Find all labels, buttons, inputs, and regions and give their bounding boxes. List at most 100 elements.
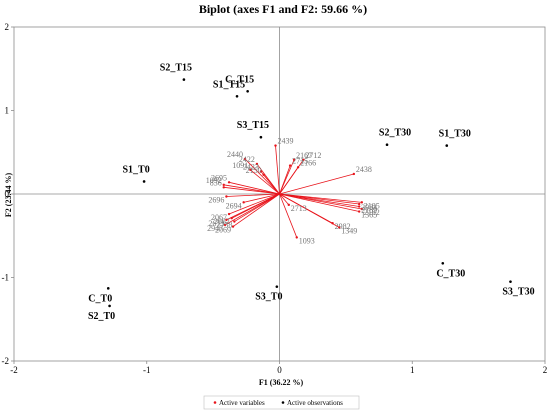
variable-label: 2673 (208, 219, 224, 228)
x-tick-label: -2 (10, 365, 18, 375)
variable-label: 2712 (305, 151, 321, 160)
variable-label: 2715 (292, 157, 308, 166)
variable-vector (244, 158, 280, 195)
variable-label: 836 (210, 178, 222, 187)
observation-label: S1_T30 (439, 129, 471, 140)
y-tick-label: -1 (2, 273, 10, 283)
variable-vector (226, 193, 280, 221)
variable-vector-tip (274, 144, 277, 147)
variable-vector-tip (295, 236, 298, 239)
variable-label: 2067 (211, 213, 227, 222)
variable-label: 2982 (335, 222, 351, 231)
observation-point (235, 95, 239, 98)
variable-label: 1092 (206, 176, 222, 185)
variable-label: 2947 (207, 224, 223, 233)
observation-label: C_T15 (225, 74, 254, 85)
variable-vector (223, 184, 280, 195)
variable-vector-tip (287, 203, 290, 207)
variable-label: 2422 (239, 155, 255, 164)
x-tick-label: 2 (543, 365, 548, 375)
observation-point (259, 135, 263, 139)
observation-label: S3_T0 (255, 292, 282, 303)
variable-label: 2440 (227, 150, 243, 159)
observation-point (108, 304, 111, 308)
variable-vector-tip (296, 166, 300, 169)
variable-vector-tip (225, 218, 228, 222)
legend-marker-variables (213, 401, 217, 404)
variable-vector (279, 193, 362, 203)
variable-vector (250, 169, 280, 195)
variable-vector (223, 186, 280, 195)
y-tick-label: 1 (5, 106, 10, 116)
y-tick-label: -2 (2, 356, 10, 366)
y-tick-label: 0 (5, 189, 10, 199)
axes-layer: -2 -1 0 1 2 -2 -1 0 1 2 (2, 22, 548, 375)
variable-vector-tip (222, 183, 225, 187)
y-tick-label: 2 (5, 22, 10, 32)
legend-box (203, 395, 360, 410)
variable-vector-tip (249, 168, 252, 171)
variable-label: 2694 (226, 201, 242, 210)
observation-label: C_T30 (436, 268, 465, 279)
variable-vector-tip (227, 181, 231, 184)
variable-label: 2696 (208, 196, 224, 205)
variable-vector-tip (352, 172, 356, 176)
variable-vector-tip (225, 195, 228, 198)
variable-vector (228, 193, 280, 215)
x-tick-label: -1 (143, 365, 151, 375)
variable-label: 2167 (296, 151, 312, 160)
observation-point (246, 89, 249, 93)
variable-vectors (222, 144, 364, 239)
variable-vector-tip (357, 202, 361, 206)
variable-vector-tip (231, 225, 235, 228)
variable-vector (224, 193, 280, 226)
variable-vector (279, 193, 298, 238)
variable-vector-tip (360, 207, 364, 211)
variable-vector (228, 181, 280, 195)
x-tick-label: 0 (277, 365, 282, 375)
legend-label-observations: Active observations (287, 399, 343, 407)
variable-label: 1091 (232, 161, 248, 170)
variable-label: 2182 (364, 208, 380, 217)
variable-label: 2984 (361, 203, 377, 212)
variable-vector-tip (302, 158, 305, 161)
variable-vector-tip (222, 186, 225, 189)
variable-label: 2438 (356, 165, 372, 174)
variable-vector (243, 193, 280, 203)
variable-vector-tip (288, 164, 292, 167)
variable-labels: 2440242210912423215026951092836243921672… (206, 137, 380, 246)
x-axis-label: F1 (36.22 %) (259, 378, 304, 387)
observation-point (182, 78, 186, 81)
observation-point (106, 287, 110, 290)
variable-vector-tip (233, 220, 236, 223)
variable-vector (232, 193, 280, 227)
variable-vector-tip (223, 223, 227, 227)
variable-vector-tip (262, 173, 265, 176)
variable-vector-tip (357, 210, 361, 213)
variable-vector (226, 193, 280, 197)
x-tick-label: 1 (410, 365, 415, 375)
observation-label: S2_T15 (160, 63, 192, 74)
variable-vector-tip (357, 205, 361, 208)
variable-label: 2662 (214, 217, 230, 226)
variable-vector (279, 193, 290, 206)
variable-label: 1365 (361, 211, 377, 220)
observation-point (275, 285, 279, 288)
observation-label: S3_T30 (502, 287, 534, 298)
legend: Active variables Active observations (203, 395, 360, 410)
variable-vector (279, 165, 291, 195)
chart-title: Biplot (axes F1 and F2: 59.66 %) (199, 2, 367, 16)
variable-vector-tip (259, 170, 263, 173)
variable-vector (279, 173, 354, 195)
variable-label: 1093 (299, 236, 315, 245)
variable-vector-tip (338, 226, 341, 229)
variable-label: 2758 (216, 221, 232, 230)
observation-point (441, 262, 445, 265)
variable-label: 2150 (246, 166, 262, 175)
observation-point (509, 280, 512, 283)
variable-label: 2189 (361, 206, 377, 215)
observation-label: S2_T0 (88, 311, 115, 322)
observation-label: S1_T0 (122, 164, 149, 175)
